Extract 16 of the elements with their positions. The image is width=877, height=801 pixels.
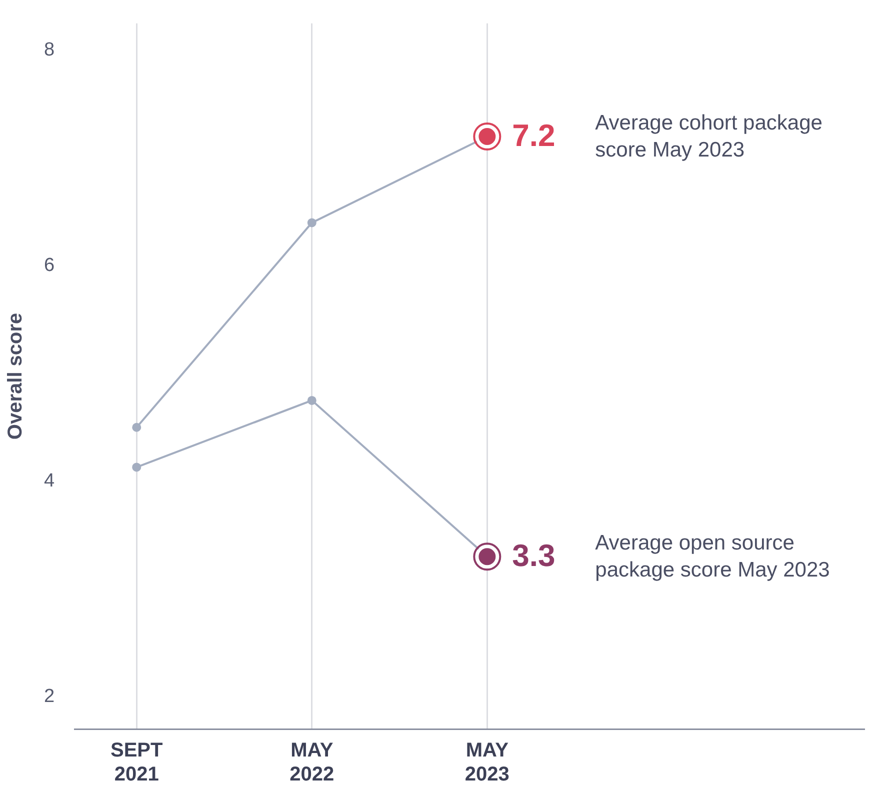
text: Average open source package score May 2023 bbox=[595, 531, 830, 582]
x-tick-label: MAY 2022 bbox=[290, 740, 334, 786]
point bbox=[307, 396, 316, 405]
text: Average cohort package score May 2023 bbox=[595, 111, 822, 162]
y-tick-label: 8 bbox=[44, 40, 55, 61]
data-label: 7.2 bbox=[512, 118, 556, 154]
y-tick-label: 4 bbox=[44, 470, 55, 492]
y-tick-label: 6 bbox=[44, 255, 55, 276]
point bbox=[132, 422, 142, 432]
point bbox=[132, 462, 142, 472]
point bbox=[307, 218, 316, 228]
x-tick-label: SEPT 2021 bbox=[110, 740, 163, 786]
y-tick-label: 2 bbox=[44, 686, 55, 707]
data-label: 3.3 bbox=[512, 538, 556, 574]
y-axis-title: Overall score bbox=[4, 312, 27, 440]
x-tick-label: MAY 2023 bbox=[464, 740, 510, 786]
